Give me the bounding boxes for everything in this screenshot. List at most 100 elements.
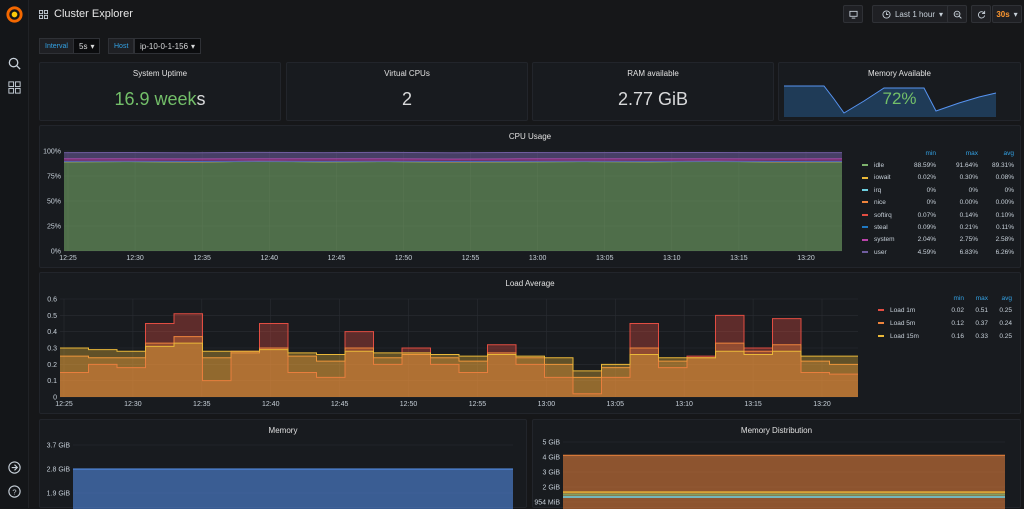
legend-max: 0.33	[975, 333, 988, 340]
x-tick-label: 13:00	[529, 255, 547, 262]
x-tick-label: 12:35	[193, 401, 211, 408]
y-tick-label: 2 GiB	[542, 485, 560, 492]
variable-bar: Interval 5s ▾ Host ip-10-0-1-156 ▾	[29, 37, 1024, 57]
y-tick-label: 4 GiB	[542, 455, 560, 462]
time-picker-button[interactable]: Last 1 hour ▾	[872, 5, 953, 23]
legend-min: 0.12	[951, 320, 964, 327]
search-icon[interactable]	[7, 56, 22, 71]
x-tick-label: 12:50	[400, 401, 418, 408]
legend-avg: 0.24	[999, 320, 1012, 327]
stat-panel-uptime[interactable]: System Uptime 16.9 weeks	[39, 62, 281, 121]
y-tick-label: 954 MiB	[534, 500, 560, 507]
legend-swatch	[878, 320, 884, 327]
time-range-label: Last 1 hour	[895, 10, 935, 19]
legend-min: 0.09%	[918, 224, 936, 231]
refresh-interval-picker[interactable]: 30s ▾	[992, 5, 1022, 23]
y-tick-label: 50%	[47, 199, 61, 206]
legend-avg: 0.11%	[996, 224, 1014, 231]
legend-swatch	[862, 249, 868, 256]
x-tick-label: 13:20	[813, 401, 831, 408]
legend-min: 2.04%	[918, 236, 936, 243]
variable-label-interval: Interval	[39, 38, 74, 54]
memory-dist-band	[563, 494, 1005, 496]
legend-swatch	[862, 174, 868, 181]
legend-label: softirq	[874, 212, 892, 219]
legend-label: Load 15m	[890, 333, 919, 340]
y-tick-label: 100%	[43, 149, 61, 156]
legend-min: 88.59%	[914, 162, 936, 169]
legend-min: 4.59%	[918, 249, 936, 256]
legend-max: 2.75%	[960, 236, 978, 243]
legend-avg: 89.31%	[992, 162, 1014, 169]
y-tick-label: 25%	[47, 224, 61, 231]
tv-icon	[849, 10, 858, 19]
legend-min: 0.02	[951, 307, 964, 314]
legend-label: idle	[874, 162, 884, 169]
svg-text:?: ?	[12, 487, 16, 496]
clock-icon	[882, 10, 891, 19]
x-tick-label: 13:15	[730, 255, 748, 262]
legend-max: 0%	[969, 187, 978, 194]
y-tick-label: 0.2	[47, 362, 57, 369]
panel-title: Memory Available	[779, 69, 1020, 78]
stat-panel-memory-available[interactable]: Memory Available 72%	[778, 62, 1021, 121]
zoom-out-icon	[953, 10, 962, 19]
stat-unit: s	[197, 89, 206, 109]
tv-mode-button[interactable]	[843, 5, 863, 23]
memory-dist-band	[563, 496, 1005, 498]
y-tick-label: 0.4	[47, 329, 57, 336]
x-tick-label: 12:35	[193, 255, 211, 262]
legend-avg: 0.10%	[996, 212, 1014, 219]
legend-header-avg: avg	[1002, 295, 1012, 302]
x-tick-label: 12:40	[261, 255, 279, 262]
stat-panel-cpus[interactable]: Virtual CPUs 2	[286, 62, 528, 121]
variable-select-interval[interactable]: 5s ▾	[73, 38, 100, 54]
legend-swatch	[862, 162, 868, 169]
x-tick-label: 12:50	[395, 255, 413, 262]
stat-value: 2	[287, 89, 527, 110]
breadcrumb: Cluster Explorer	[39, 8, 133, 20]
legend-swatch	[862, 199, 868, 206]
stat-number: 16.9 week	[114, 89, 196, 109]
help-icon[interactable]: ?	[7, 484, 22, 499]
zoom-out-button[interactable]	[947, 5, 967, 23]
x-tick-label: 12:30	[126, 255, 144, 262]
grafana-logo[interactable]	[5, 5, 24, 24]
x-tick-label: 12:25	[55, 401, 73, 408]
stat-panel-ram[interactable]: RAM available 2.77 GiB	[532, 62, 774, 121]
legend-swatch	[862, 236, 868, 243]
x-tick-label: 12:45	[328, 255, 346, 262]
legend-swatch	[878, 307, 884, 314]
y-tick-label: 3.7 GiB	[47, 443, 71, 450]
legend-avg: 6.26%	[996, 249, 1014, 256]
legend-label: nice	[874, 199, 886, 206]
dashboards-icon[interactable]	[7, 80, 22, 95]
y-tick-label: 75%	[47, 174, 61, 181]
x-tick-label: 13:10	[675, 401, 693, 408]
refresh-button[interactable]	[971, 5, 991, 23]
variable-select-host[interactable]: ip-10-0-1-156 ▾	[134, 38, 201, 54]
panel-title: System Uptime	[40, 69, 280, 78]
side-nav: ?	[0, 0, 29, 508]
memory-dist-area	[563, 455, 1005, 509]
x-tick-label: 12:30	[124, 401, 142, 408]
dashboard-title[interactable]: Cluster Explorer	[54, 8, 133, 20]
sign-in-icon[interactable]	[7, 460, 22, 475]
